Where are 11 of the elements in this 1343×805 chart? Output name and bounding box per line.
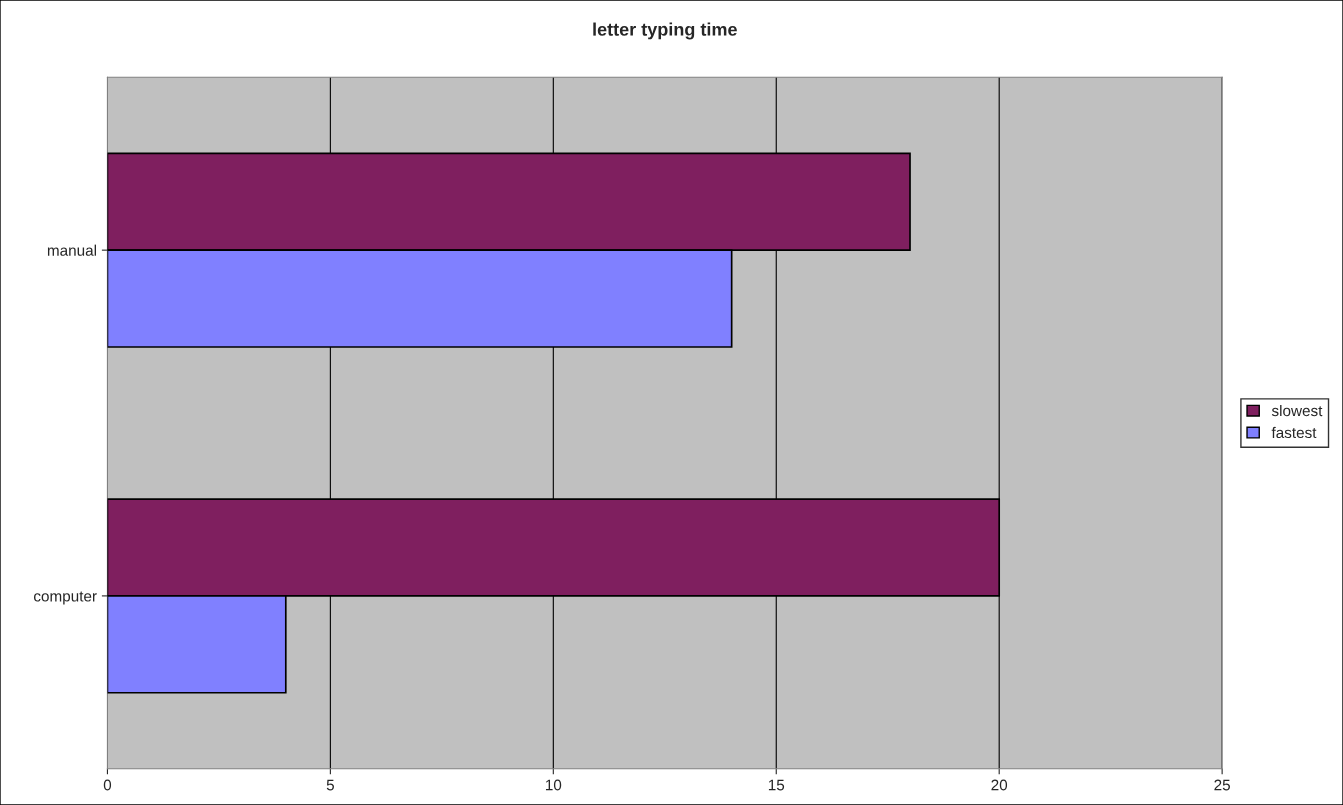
x-tick-label: 25 <box>1214 779 1230 791</box>
x-tick-label: 20 <box>991 779 1008 791</box>
legend-label: fastest <box>1271 426 1317 439</box>
x-tick-label: 10 <box>545 779 562 791</box>
legend-label: slowest <box>1271 404 1323 417</box>
x-tick-label: 0 <box>103 779 112 791</box>
x-tick-label: 15 <box>768 779 785 791</box>
x-tick-label: 5 <box>326 779 334 791</box>
y-tick-label: computer <box>33 591 97 605</box>
chart-title: letter typing time <box>593 22 737 40</box>
y-tick-label: manual <box>47 244 97 256</box>
